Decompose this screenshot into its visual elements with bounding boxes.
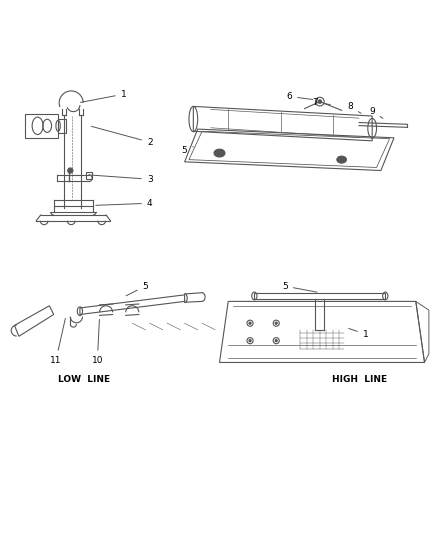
Ellipse shape: [67, 168, 73, 173]
Text: 8: 8: [347, 102, 360, 114]
Bar: [58, 119, 66, 133]
Bar: [85, 172, 92, 179]
Bar: [25, 114, 58, 138]
Text: 10: 10: [92, 319, 103, 365]
Text: 6: 6: [286, 92, 312, 101]
Text: 3: 3: [91, 175, 152, 184]
Ellipse shape: [214, 149, 224, 157]
Text: LOW  LINE: LOW LINE: [58, 375, 110, 384]
Text: 7: 7: [312, 98, 329, 107]
Ellipse shape: [318, 100, 321, 103]
Text: 1: 1: [80, 90, 126, 102]
Text: 4: 4: [95, 199, 152, 208]
Ellipse shape: [275, 322, 277, 324]
Text: 9: 9: [368, 107, 382, 118]
Text: 5: 5: [181, 147, 193, 156]
Text: 5: 5: [126, 281, 148, 296]
Text: 11: 11: [50, 319, 65, 365]
Text: 1: 1: [348, 328, 367, 338]
Text: HIGH  LINE: HIGH LINE: [331, 375, 386, 384]
Ellipse shape: [336, 156, 346, 163]
Text: 2: 2: [91, 126, 152, 147]
Ellipse shape: [248, 322, 251, 324]
Ellipse shape: [275, 340, 277, 342]
Text: 5: 5: [282, 281, 316, 292]
Ellipse shape: [248, 340, 251, 342]
